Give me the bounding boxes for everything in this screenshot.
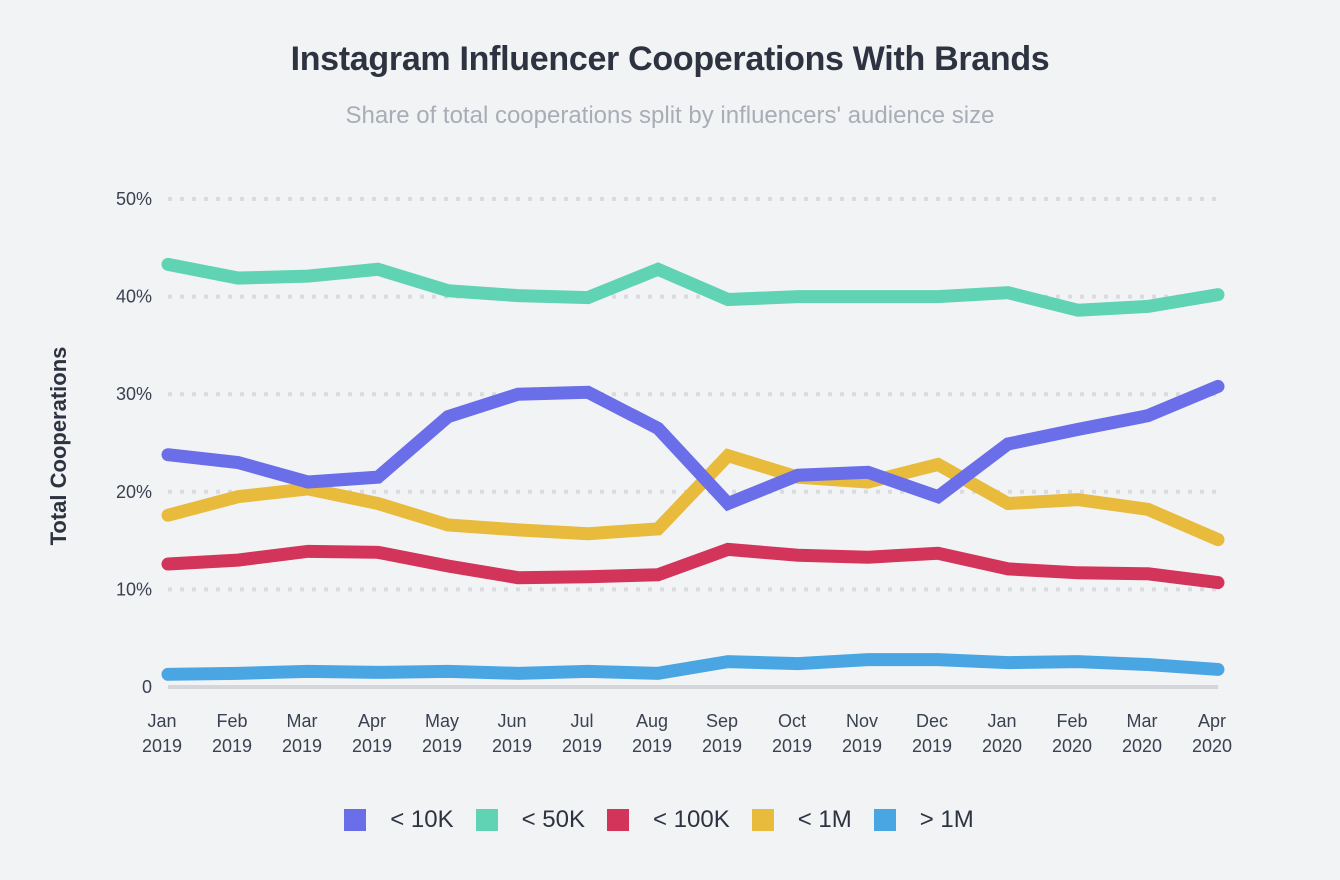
x-tick-label-month: Feb: [1056, 711, 1087, 731]
y-tick-label: 30%: [116, 384, 152, 404]
y-axis-label: Total Cooperations: [46, 347, 71, 546]
x-tick-label-month: Dec: [916, 711, 948, 731]
legend-label: > 1M: [919, 806, 974, 833]
x-tick-label-year: 2020: [982, 736, 1022, 756]
series-line-1: [161, 257, 1225, 317]
legend-label: < 50K: [521, 806, 585, 833]
series-line-2: [161, 542, 1225, 590]
y-axis-ticks: 0 10% 20% 30% 40% 50%: [116, 189, 152, 697]
series-line-4: [161, 653, 1225, 681]
series-lines: [161, 257, 1225, 681]
x-tick-label-year: 2020: [1192, 736, 1232, 756]
x-tick-label-month: Aug: [636, 711, 668, 731]
x-tick-label-year: 2019: [282, 736, 322, 756]
x-tick-label-month: Mar: [287, 711, 318, 731]
x-axis-ticks: Jan 2019 Feb 2019 Mar 2019 Apr 2019 May 2019 Jun 20…: [142, 711, 1232, 756]
legend-swatch-icon: [344, 809, 367, 831]
legend-swatch-icon: [606, 809, 629, 831]
x-tick-label-year: 2019: [562, 736, 602, 756]
x-tick-label-month: Feb: [216, 711, 247, 731]
x-tick-label-month: Mar: [1127, 711, 1158, 731]
legend-item[interactable]: < 100K: [606, 806, 752, 834]
legend: < 10K < 50K < 100K < 1M > 1M: [0, 806, 1340, 834]
x-tick-label-month: Sep: [706, 711, 738, 731]
x-tick-label-year: 2020: [1122, 736, 1162, 756]
x-tick-label-month: Jan: [147, 711, 176, 731]
x-tick-label-year: 2019: [422, 736, 462, 756]
x-tick-label-month: Nov: [846, 711, 878, 731]
x-tick-label-year: 2019: [912, 736, 952, 756]
x-tick-label-year: 2019: [842, 736, 882, 756]
x-tick-label-year: 2019: [142, 736, 182, 756]
legend-item[interactable]: > 1M: [873, 806, 996, 834]
x-tick-label-year: 2019: [772, 736, 812, 756]
y-tick-label: 50%: [116, 189, 152, 209]
y-tick-label: 20%: [116, 482, 152, 502]
legend-swatch-icon: [475, 809, 498, 831]
x-tick-label-month: Oct: [778, 711, 806, 731]
legend-item[interactable]: < 10K: [344, 806, 475, 834]
legend-label: < 1M: [797, 806, 852, 833]
x-tick-label-month: Jun: [497, 711, 526, 731]
series-line-3: [161, 448, 1225, 547]
chart-subtitle: Share of total cooperations split by inf…: [345, 102, 995, 129]
y-tick-label: 0: [142, 677, 152, 697]
y-tick-label: 40%: [116, 287, 152, 307]
x-tick-label-month: Apr: [1198, 711, 1226, 731]
x-tick-label-month: Apr: [358, 711, 386, 731]
y-tick-label: 10%: [116, 579, 152, 599]
x-tick-label-year: 2020: [1052, 736, 1092, 756]
chart-title: Instagram Influencer Cooperations With B…: [290, 40, 1050, 78]
legend-label: < 100K: [652, 806, 730, 833]
legend-label: < 10K: [390, 806, 454, 833]
x-tick-label-month: Jan: [987, 711, 1016, 731]
x-tick-label-year: 2019: [212, 736, 252, 756]
x-tick-label-year: 2019: [702, 736, 742, 756]
x-tick-label-year: 2019: [492, 736, 532, 756]
gridlines: [168, 197, 1218, 689]
x-tick-label-month: May: [425, 711, 459, 731]
legend-swatch-icon: [873, 809, 896, 831]
legend-item[interactable]: < 50K: [475, 806, 607, 834]
x-tick-label-year: 2019: [632, 736, 672, 756]
legend-swatch-icon: [751, 809, 774, 831]
legend-item[interactable]: < 1M: [751, 806, 874, 834]
x-tick-label-month: Jul: [570, 711, 593, 731]
x-tick-label-year: 2019: [352, 736, 392, 756]
series-line-0: [161, 379, 1225, 512]
